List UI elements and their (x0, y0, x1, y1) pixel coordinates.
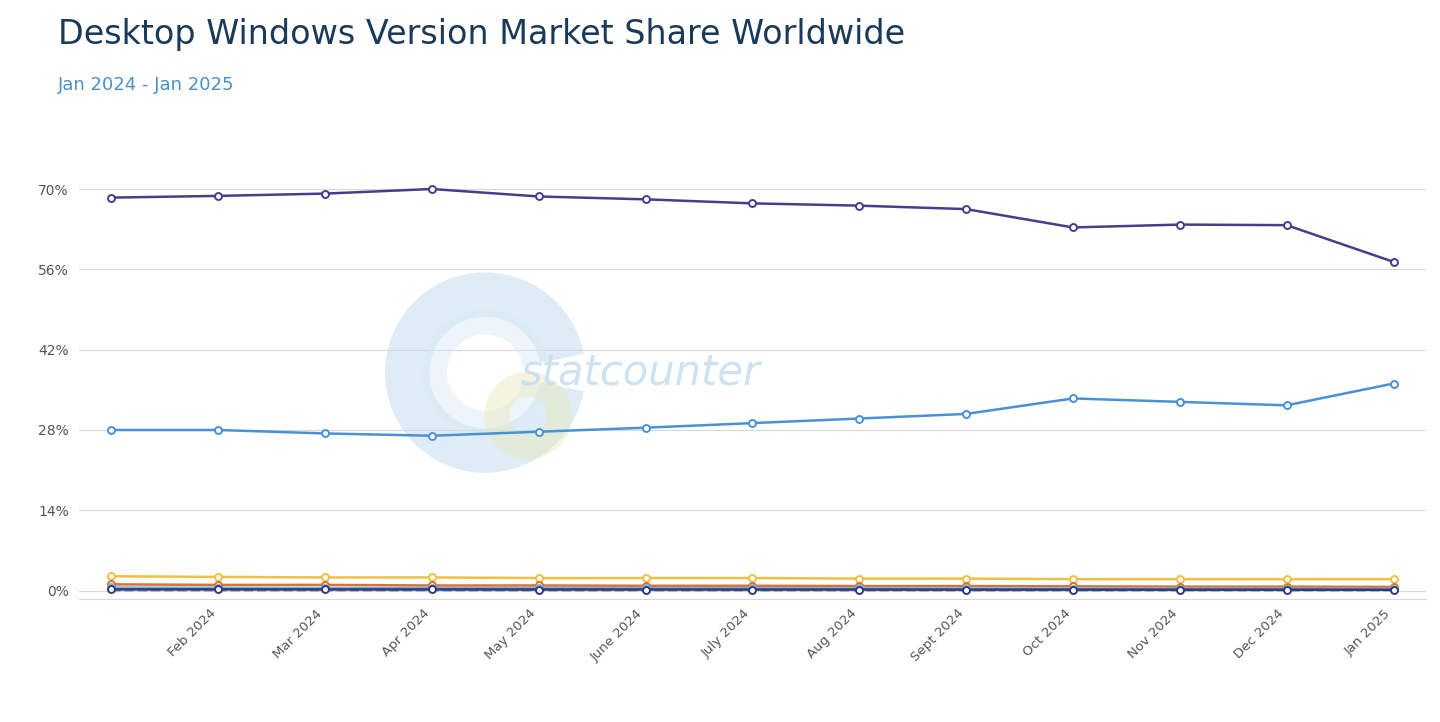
Text: statcounter: statcounter (520, 352, 760, 393)
Text: Desktop Windows Version Market Share Worldwide: Desktop Windows Version Market Share Wor… (58, 18, 904, 51)
Text: Jan 2024 - Jan 2025: Jan 2024 - Jan 2025 (58, 76, 235, 94)
